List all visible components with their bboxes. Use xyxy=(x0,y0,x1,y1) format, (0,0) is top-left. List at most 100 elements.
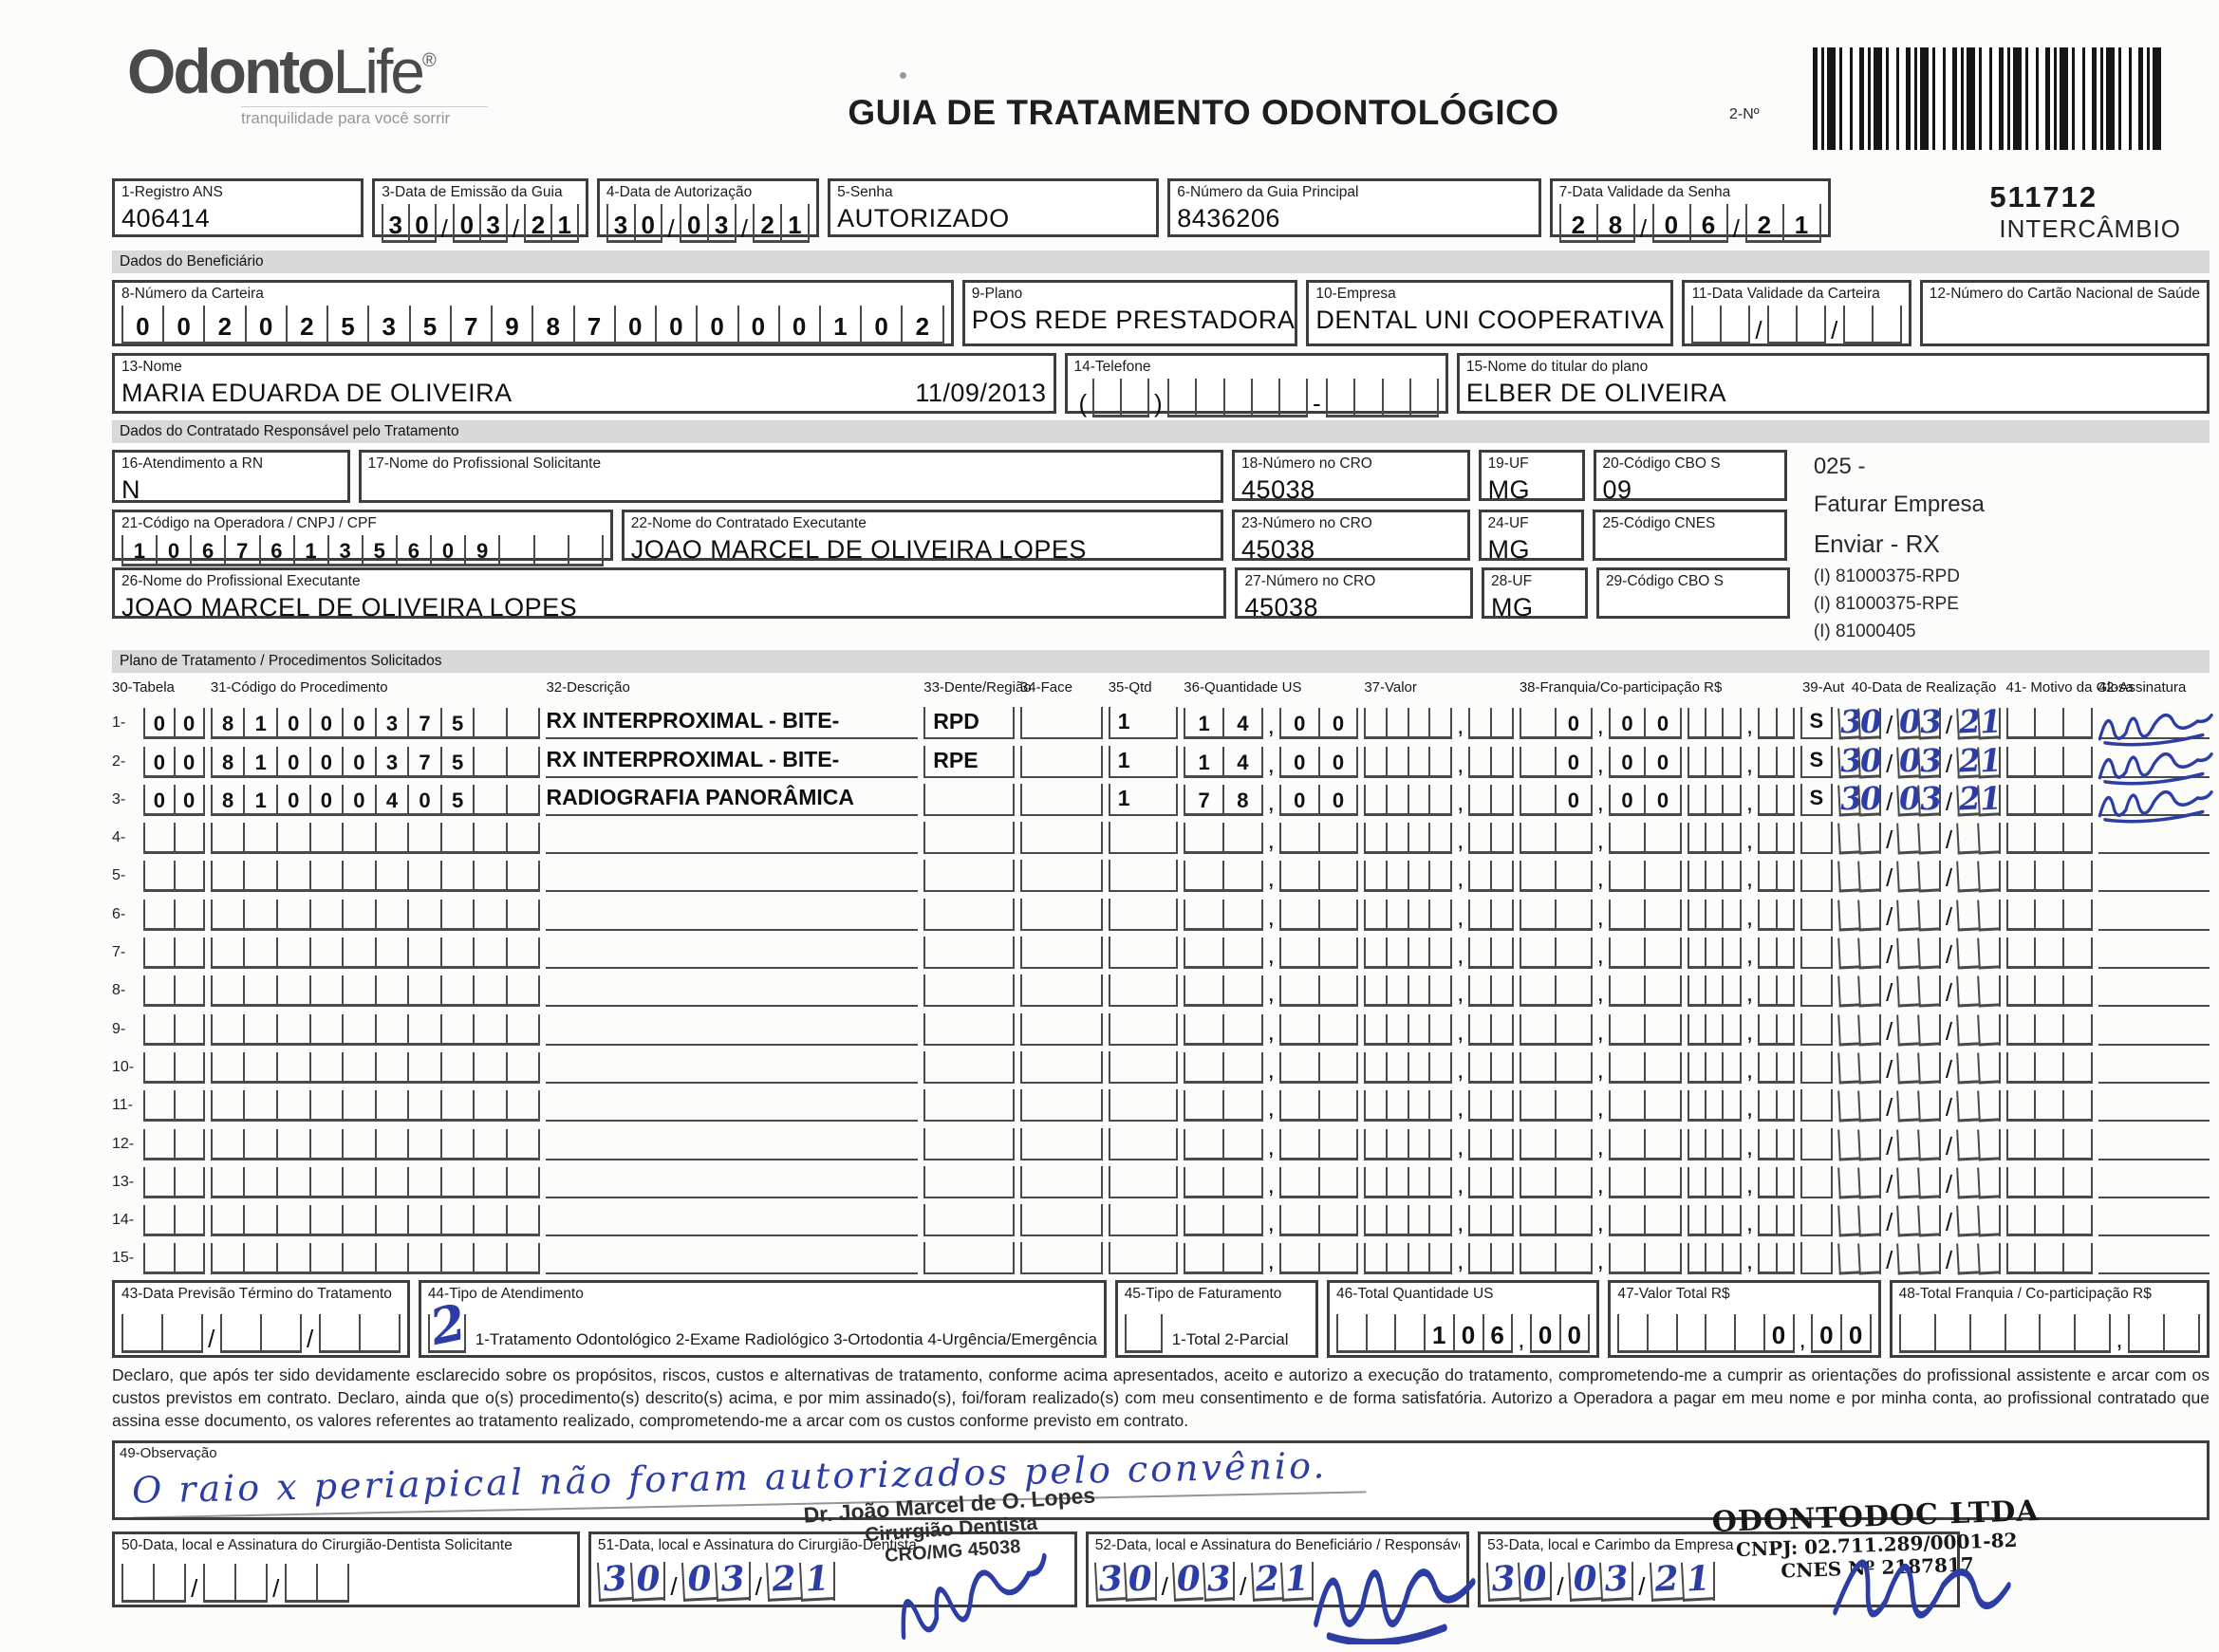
realization-date-boxes: / / xyxy=(1838,823,2006,854)
authorized-flag xyxy=(1800,1051,1833,1084)
procedure-description xyxy=(546,1049,918,1084)
col-header-face: 34-Face xyxy=(1020,679,1109,696)
beneficiary-signature xyxy=(1303,1540,1483,1644)
field-label: 7-Data Validade da Senha xyxy=(1559,184,1821,201)
procedure-code-boxes xyxy=(211,1129,547,1160)
authorized-flag xyxy=(1800,899,1833,931)
tooth-region: RPE xyxy=(923,746,1015,778)
realization-date-boxes: / / xyxy=(1838,1205,2006,1236)
quantity-us-boxes: , xyxy=(1184,1205,1364,1236)
gloss-reason-boxes xyxy=(2006,1243,2098,1274)
franchise-boxes: , xyxy=(1520,1129,1688,1160)
signature-cell xyxy=(2098,1166,2210,1198)
quantity xyxy=(1109,1051,1179,1084)
tooth-region xyxy=(923,1166,1015,1198)
quantity-us-boxes: , xyxy=(1184,1090,1364,1122)
field-label: 10-Empresa xyxy=(1315,286,1664,303)
field-atendimento-rn: 16-Atendimento a RN N xyxy=(112,450,350,503)
col-header-motivo-glosa: 41- Motivo da Glosa xyxy=(2006,679,2098,696)
field-label: 20-Código CBO S xyxy=(1603,455,1778,473)
section-plan: Plano de Tratamento / Procedimentos Soli… xyxy=(112,650,2210,673)
authorized-flag xyxy=(1800,974,1833,1007)
realization-date-boxes: / / xyxy=(1838,1014,2006,1046)
quantity-us-boxes: , xyxy=(1184,975,1364,1007)
quantity-us-boxes: , xyxy=(1184,937,1364,969)
tooth-region xyxy=(923,860,1015,892)
realization-date-boxes: / / xyxy=(1838,975,2006,1007)
value-boxes: , xyxy=(1364,785,1520,816)
field-label: 19-UF xyxy=(1488,455,1576,473)
row-number: 4- xyxy=(112,829,143,854)
tooth-region xyxy=(923,1204,1015,1236)
tooth-region xyxy=(923,1128,1015,1160)
field-value: 09 xyxy=(1603,475,1778,505)
row-number: 2- xyxy=(112,753,143,778)
field-registro-ans: 1-Registro ANS 406414 xyxy=(112,178,364,237)
value-boxes: , xyxy=(1364,1243,1520,1274)
barcode xyxy=(1813,47,2162,150)
row-provider-1: 16-Atendimento a RN N 17-Nome do Profiss… xyxy=(112,450,1799,503)
authorized-flag xyxy=(1800,1242,1833,1274)
field-cartao-nacional-saude: 12-Número do Cartão Nacional de Saúde xyxy=(1920,280,2210,346)
franchise-boxes: , xyxy=(1520,1167,1688,1198)
section-beneficiary: Dados do Beneficiário xyxy=(112,251,2210,273)
procedure-description xyxy=(546,820,918,854)
field-cro-executante: 23-Número no CRO 45038 xyxy=(1232,510,1470,561)
quantity-us-boxes: , xyxy=(1184,823,1364,854)
quantity xyxy=(1109,822,1179,854)
field-label: 18-Número no CRO xyxy=(1241,455,1461,473)
field-telefone: 14-Telefone ( ) - xyxy=(1065,353,1448,414)
field-contratado-executante: 22-Nome do Contratado Executante JOAO MA… xyxy=(622,510,1223,561)
face xyxy=(1020,1013,1103,1046)
procedure-code-boxes xyxy=(211,975,547,1007)
quantity xyxy=(1109,1242,1179,1274)
annotation-code-rpe: (I) 81000375-RPE xyxy=(1814,594,2210,615)
tooth-region xyxy=(923,822,1015,854)
value-boxes: , xyxy=(1364,1167,1520,1198)
procedure-row: 14- , , , , / / xyxy=(112,1198,2210,1236)
procedure-code-boxes xyxy=(211,900,547,931)
tabela-boxes xyxy=(143,900,211,931)
logo-text-life: Life xyxy=(333,36,422,106)
copay-boxes: , xyxy=(1688,1090,1800,1122)
quantity xyxy=(1109,937,1179,969)
authorized-flag: S xyxy=(1800,746,1833,778)
field-label: 12-Número do Cartão Nacional de Saúde xyxy=(1930,286,2200,303)
procedure-description xyxy=(546,1202,918,1236)
quantity-us-boxes: , xyxy=(1184,1243,1364,1274)
gloss-reason-boxes xyxy=(2006,1014,2098,1046)
field-cro-solicitante: 18-Número no CRO 45038 xyxy=(1232,450,1470,501)
tooth-region xyxy=(923,1051,1015,1084)
field-prof-executante: 26-Nome do Profissional Executante JOAO … xyxy=(112,567,1226,619)
copay-boxes: , xyxy=(1688,1052,1800,1084)
odontolife-logo: OdontoLife® tranquilidade para você sorr… xyxy=(127,40,564,128)
field-total-franquia: 48-Total Franquia / Co-participação R$ , xyxy=(1890,1280,2210,1358)
field-label: 50-Data, local e Assinatura do Cirurgião… xyxy=(121,1537,570,1554)
col-header-franquia: 38-Franquia/Co-participação R$ xyxy=(1520,679,1800,696)
copay-boxes: , xyxy=(1688,975,1800,1007)
gloss-reason-boxes xyxy=(2006,1167,2098,1198)
gloss-reason-boxes xyxy=(2006,1090,2098,1122)
procedure-row: 12- , , , , / / xyxy=(112,1122,2210,1160)
col-header-dente: 33-Dente/Região xyxy=(923,679,1020,696)
tabela-boxes xyxy=(143,937,211,969)
tabela-boxes xyxy=(143,823,211,854)
signature-cell xyxy=(2098,1204,2210,1236)
field-data-validade-carteira: 11-Data Validade da Carteira / / xyxy=(1682,280,1911,346)
tabela-boxes xyxy=(143,1052,211,1084)
face xyxy=(1020,1204,1103,1236)
quantity-us-boxes: , xyxy=(1184,900,1364,931)
